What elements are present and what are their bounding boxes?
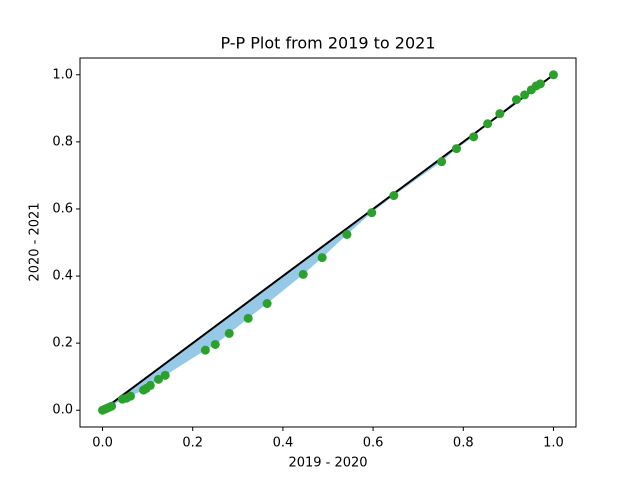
data-point: [200, 345, 210, 355]
x-tick-label: 0.4: [273, 436, 294, 451]
data-point: [437, 157, 447, 167]
x-tick-label: 0.2: [182, 436, 203, 451]
x-tick-label: 0.6: [363, 436, 384, 451]
y-tick-label: 0.4: [52, 269, 73, 284]
data-point: [495, 109, 505, 119]
data-point: [145, 380, 155, 390]
data-point: [511, 95, 521, 105]
data-point: [469, 132, 479, 142]
x-tick-label: 0.8: [453, 436, 474, 451]
data-point: [243, 313, 253, 323]
x-tick-label: 1.0: [543, 436, 564, 451]
x-tick-label: 0.0: [92, 436, 113, 451]
data-point: [224, 328, 234, 338]
data-point: [262, 299, 272, 309]
data-point: [520, 90, 530, 100]
diagonal-line: [101, 73, 555, 412]
x-axis-label: 2019 - 2020: [288, 456, 367, 471]
y-tick-label: 0.0: [52, 403, 73, 418]
y-tick-label: 1.0: [52, 67, 73, 82]
data-point: [126, 391, 136, 401]
data-point: [535, 79, 545, 89]
y-axis-label: 2020 - 2021: [28, 202, 43, 281]
y-tick-label: 0.8: [52, 134, 73, 149]
data-point: [107, 401, 117, 411]
data-point: [483, 119, 493, 129]
data-point: [298, 269, 308, 279]
data-point: [367, 208, 377, 218]
data-point: [548, 70, 558, 80]
plot-frame: [79, 57, 577, 428]
y-tick-label: 0.2: [52, 336, 73, 351]
data-point: [317, 253, 327, 263]
data-point: [389, 191, 399, 201]
y-tick-label: 0.6: [52, 201, 73, 216]
data-point: [160, 370, 170, 380]
chart-title: P-P Plot from 2019 to 2021: [220, 34, 435, 53]
data-point: [452, 144, 462, 154]
data-point: [342, 229, 352, 239]
data-point: [210, 339, 220, 349]
data-point: [153, 374, 163, 384]
